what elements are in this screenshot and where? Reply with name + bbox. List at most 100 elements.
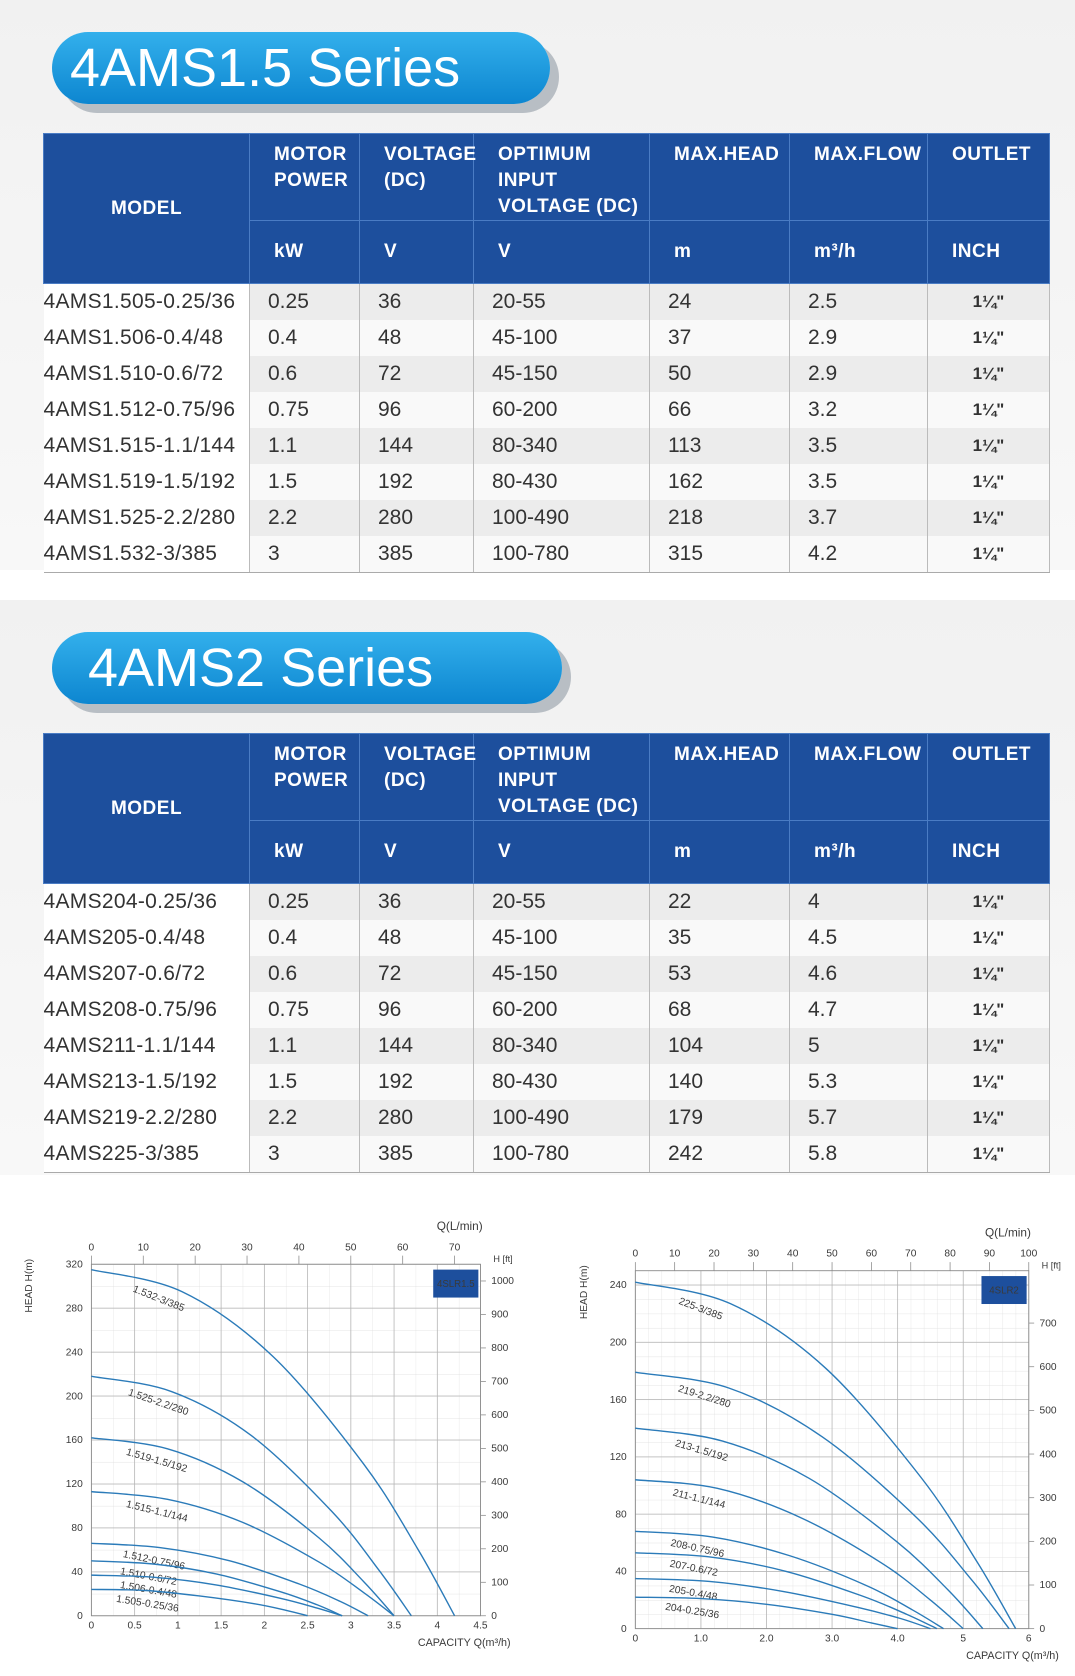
column-header: OUTLET <box>927 133 1050 221</box>
x2-tick-label: 30 <box>748 1249 760 1260</box>
y-tick-label: 40 <box>71 1567 83 1578</box>
table-cell: 48 <box>359 320 474 356</box>
x-tick-label: 6 <box>1026 1634 1032 1645</box>
x2-tick-label: 60 <box>397 1242 409 1253</box>
table-cell: 1¼" <box>927 356 1050 392</box>
pump-curve <box>91 1542 369 1617</box>
table-cell: 140 <box>649 1064 790 1100</box>
table-row: 4AMS207-0.6/72 0.6 72 45-150 53 4.6 1¼" <box>43 956 1050 992</box>
y-tick-label: 0 <box>77 1611 83 1622</box>
x-tick-label: 0 <box>89 1621 95 1632</box>
x2-tick-label: 90 <box>984 1249 996 1260</box>
header-row: MODEL MOTOR POWER VOLTAGE (DC) OPTIMUM INPU… <box>43 133 1050 284</box>
x-axis-label: CAPACITY Q(m³/h) <box>966 1650 1059 1662</box>
table-cell: 1.1 <box>249 428 360 464</box>
y2-tick-label: 700 <box>1040 1318 1057 1329</box>
y2-tick-label: 500 <box>1040 1406 1057 1417</box>
y2-axis-label: H [ft] <box>493 1254 512 1264</box>
table-cell: 100-780 <box>473 1136 650 1173</box>
y2-tick-label: 0 <box>1040 1624 1046 1635</box>
y2-tick-label: 900 <box>491 1310 508 1321</box>
model-cell: 4AMS205-0.4/48 <box>43 920 250 956</box>
table-cell: 48 <box>359 920 474 956</box>
table-cell: 1.5 <box>249 1064 360 1100</box>
table-cell: 0.6 <box>249 956 360 992</box>
table-row: 4AMS225-3/385 3 385 100-780 242 5.8 1¼" <box>43 1136 1050 1173</box>
y-tick-label: 120 <box>610 1452 627 1463</box>
table-row: 4AMS219-2.2/280 2.2 280 100-490 179 5.7 1¼" <box>43 1100 1050 1136</box>
x-tick-label: 0 <box>632 1634 638 1645</box>
table-cell: 100-490 <box>473 1100 650 1136</box>
table-body: 4AMS204-0.25/36 0.25 36 20-55 22 4 1¼" 4AMS205-… <box>43 883 1050 1173</box>
table-cell: 20-55 <box>473 883 650 920</box>
chart-title: 4SLR2 <box>989 1285 1019 1296</box>
unit-header: kW <box>249 220 360 284</box>
table-head: MODEL MOTOR POWER VOLTAGE (DC) OPTIMUM INPU… <box>43 733 1050 884</box>
table-cell: 3.5 <box>789 428 928 464</box>
table-cell: 0.25 <box>249 283 360 320</box>
x2-tick-label: 0 <box>89 1242 95 1253</box>
table-cell: 37 <box>649 320 790 356</box>
table-cell: 2.9 <box>789 320 928 356</box>
model-cell: 4AMS219-2.2/280 <box>43 1100 250 1136</box>
y2-tick-label: 800 <box>491 1343 508 1354</box>
table-cell: 113 <box>649 428 790 464</box>
model-cell: 4AMS1.519-1.5/192 <box>43 464 250 500</box>
y-tick-label: 80 <box>615 1509 627 1520</box>
x2-tick-label: 50 <box>345 1242 357 1253</box>
table-cell: 4.5 <box>789 920 928 956</box>
x2-tick-label: 80 <box>944 1249 956 1260</box>
table-cell: 315 <box>649 536 790 573</box>
table-cell: 68 <box>649 992 790 1028</box>
table-cell: 80-430 <box>473 1064 650 1100</box>
table-cell: 3.5 <box>789 464 928 500</box>
table-cell: 3.7 <box>789 500 928 536</box>
x-tick-label: 5 <box>960 1634 966 1645</box>
table-cell: 4 <box>789 883 928 920</box>
unit-header: m³/h <box>789 220 928 284</box>
section-title: 4AMS1.5 Series <box>52 32 550 104</box>
x2-tick-label: 30 <box>241 1242 253 1253</box>
y2-tick-label: 100 <box>1040 1580 1057 1591</box>
x2-tick-label: 20 <box>189 1242 201 1253</box>
x2-tick-label: 70 <box>905 1249 917 1260</box>
y2-tick-label: 300 <box>491 1511 508 1522</box>
table-cell: 50 <box>649 356 790 392</box>
pump-curve <box>91 1588 308 1617</box>
x-tick-label: 1.5 <box>214 1621 229 1632</box>
y-tick-label: 160 <box>66 1435 83 1446</box>
table-row: 4AMS205-0.4/48 0.4 48 45-100 35 4.5 1¼" <box>43 920 1050 956</box>
model-cell: 4AMS1.506-0.4/48 <box>43 320 250 356</box>
model-cell: 4AMS1.515-1.1/144 <box>43 428 250 464</box>
table-cell: 72 <box>359 956 474 992</box>
table-cell: 104 <box>649 1028 790 1064</box>
table-cell: 45-100 <box>473 320 650 356</box>
table-cell: 100-780 <box>473 536 650 573</box>
model-cell: 4AMS204-0.25/36 <box>43 883 250 920</box>
table-row: 4AMS211-1.1/144 1.1 144 80-340 104 5 1¼" <box>43 1028 1050 1064</box>
table-row: 4AMS1.512-0.75/96 0.75 96 60-200 66 3.2 1¼" <box>43 392 1050 428</box>
table-cell: 24 <box>649 283 790 320</box>
table-cell: 80-340 <box>473 428 650 464</box>
x2-axis-label: Q(L/min) <box>985 1225 1031 1239</box>
table-cell: 218 <box>649 500 790 536</box>
table-cell: 20-55 <box>473 283 650 320</box>
table-cell: 0.4 <box>249 920 360 956</box>
plot-frame <box>90 1263 481 1617</box>
table-cell: 1.5 <box>249 464 360 500</box>
y2-tick-label: 400 <box>1040 1449 1057 1460</box>
column-header: VOLTAGE (DC) <box>359 133 476 221</box>
pump-curve <box>91 1437 395 1617</box>
column-header: MOTOR POWER <box>249 733 360 821</box>
table-row: 4AMS1.532-3/385 3 385 100-780 315 4.2 1¼" <box>43 536 1050 573</box>
x2-tick-label: 100 <box>1020 1249 1037 1260</box>
y-tick-label: 200 <box>66 1391 83 1402</box>
column-header: OPTIMUM INPUT VOLTAGE (DC) <box>473 133 650 221</box>
y2-tick-label: 600 <box>491 1410 508 1421</box>
table-cell: 60-200 <box>473 392 650 428</box>
pump-curve <box>635 1596 898 1630</box>
table-cell: 1¼" <box>927 392 1050 428</box>
y-tick-label: 240 <box>610 1280 627 1291</box>
table-cell: 385 <box>359 1136 474 1173</box>
